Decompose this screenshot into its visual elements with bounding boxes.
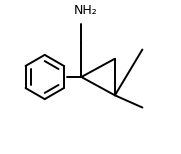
Text: NH₂: NH₂	[74, 4, 98, 18]
